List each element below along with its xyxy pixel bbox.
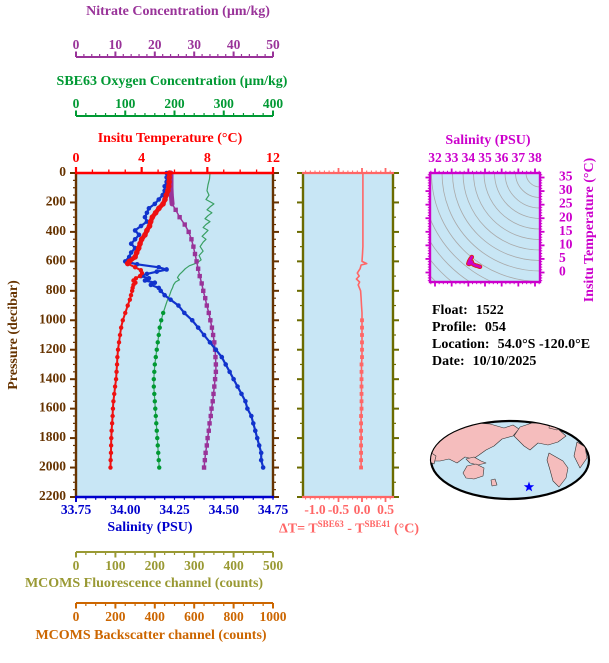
fluorescence-tick-label: 300: [184, 558, 205, 573]
ts-temperature-axis-title: Insitu Temperature (°C): [582, 157, 597, 303]
delta-t-tick-label: -0.5: [328, 502, 350, 517]
ts-salinity-axis-title: Salinity (PSU): [445, 133, 531, 148]
pressure-tick-label: 1400: [39, 370, 66, 385]
ts-salinity-tick-label: 38: [528, 150, 542, 165]
ts-temperature-tick-label: 35: [559, 169, 573, 184]
fluorescence-tick-label: 200: [145, 558, 166, 573]
salinity-tick-label: 33.75: [61, 502, 92, 517]
salinity-tick-label: 34.75: [258, 502, 289, 517]
backscatter-tick-label: 800: [223, 609, 244, 624]
pressure-tick-label: 1800: [39, 429, 66, 444]
delta-t-tick-label: 0.5: [377, 502, 394, 517]
pressure-tick-label: 200: [46, 194, 67, 209]
backscatter-tick-label: 600: [184, 609, 205, 624]
pressure-tick-label: 0: [59, 164, 66, 179]
pressure-tick-label: 1200: [39, 341, 66, 356]
temperature-axis-title: Insitu Temperature (°C): [97, 131, 243, 146]
oxygen-tick-label: 400: [263, 96, 284, 111]
ts-salinity-tick-label: 37: [512, 150, 526, 165]
pressure-tick-label: 2200: [39, 488, 66, 503]
ts-temperature-tick-label: 30: [559, 182, 573, 197]
pressure-tick-label: 600: [46, 252, 67, 267]
fluorescence-tick-label: 500: [263, 558, 284, 573]
date-line: Date: 10/10/2025: [432, 354, 537, 369]
ts-temperature-tick-label: 10: [559, 236, 573, 251]
delta-t-tick-label: 0.0: [354, 502, 371, 517]
ts-salinity-tick-label: 33: [445, 150, 459, 165]
delta-t-axis-title: ΔT= TSBE63 - TSBE41 (°C): [278, 519, 420, 537]
nitrate-tick-label: 0: [73, 37, 80, 52]
ts-salinity-tick-label: 35: [478, 150, 492, 165]
ts-temperature-tick-label: 15: [559, 223, 573, 238]
salinity-curve: [122, 170, 266, 470]
backscatter-tick-label: 400: [145, 609, 166, 624]
fluorescence-tick-label: 100: [105, 558, 126, 573]
nitrate-tick-label: 20: [148, 37, 162, 52]
ts-temperature-tick-label: 20: [559, 209, 573, 224]
delta-t-plot-area: [303, 173, 393, 497]
pressure-tick-label: 2000: [39, 459, 66, 474]
oxygen-tick-label: 0: [73, 96, 80, 111]
nitrate-tick-label: 30: [187, 37, 201, 52]
pressure-tick-label: 1000: [39, 311, 66, 326]
oxygen-curve: [151, 172, 215, 470]
nitrate-tick-label: 10: [109, 37, 123, 52]
temperature-curve: [108, 170, 173, 470]
nitrate-tick-label: 40: [227, 37, 241, 52]
location-line: Location: 54.0°S -120.0°E: [432, 337, 591, 352]
temperature-tick-label: 8: [204, 151, 211, 166]
nitrate-tick-label: 50: [266, 37, 280, 52]
pressure-axis-title: Pressure (decibar): [6, 280, 21, 390]
temperature-tick-label: 0: [73, 151, 80, 166]
backscatter-tick-label: 200: [105, 609, 126, 624]
pressure-tick-label: 400: [46, 223, 67, 238]
pressure-tick-label: 1600: [39, 400, 66, 415]
oxygen-tick-label: 100: [115, 96, 136, 111]
profile-location-star: [523, 481, 535, 492]
fluorescence-tick-label: 0: [73, 558, 80, 573]
ts-temperature-tick-label: 25: [559, 196, 573, 211]
backscatter-tick-label: 0: [73, 609, 80, 624]
profile-plot-area: [76, 173, 273, 497]
salinity-tick-label: 34.00: [110, 502, 141, 517]
salinity-tick-label: 34.25: [159, 502, 190, 517]
oxygen-tick-label: 200: [164, 96, 185, 111]
nitrate-axis-title: Nitrate Concentration (µm/kg): [86, 4, 270, 19]
backscatter-axis-title: MCOMS Backscatter channel (counts): [35, 628, 267, 643]
salinity-tick-label: 34.50: [209, 502, 240, 517]
float-id-line: Float: 1522: [432, 303, 504, 318]
fluorescence-axis-title: MCOMS Fluorescence channel (counts): [24, 576, 264, 591]
ts-temperature-tick-label: 5: [559, 250, 566, 265]
ts-salinity-tick-label: 34: [462, 150, 476, 165]
ts-salinity-tick-label: 36: [495, 150, 509, 165]
backscatter-tick-label: 1000: [260, 609, 287, 624]
ts-temperature-tick-label: 0: [559, 264, 566, 279]
fluorescence-tick-label: 400: [223, 558, 244, 573]
ts-plot-area: [430, 173, 540, 282]
delta-t-tick-label: -1.0: [304, 502, 326, 517]
salinity-axis-title: Salinity (PSU): [107, 520, 193, 535]
ts-salinity-tick-label: 32: [428, 150, 442, 165]
ts-curve: [466, 254, 483, 270]
oxygen-tick-label: 300: [214, 96, 235, 111]
temperature-tick-label: 4: [138, 151, 145, 166]
pressure-tick-label: 800: [46, 282, 67, 297]
profile-number-line: Profile: 054: [432, 320, 506, 335]
axes: [70, 51, 545, 609]
oxygen-axis-title: SBE63 Oxygen Concentration (µm/kg): [56, 74, 288, 89]
temperature-tick-label: 12: [266, 151, 280, 166]
delta-t-curve: [355, 172, 368, 470]
